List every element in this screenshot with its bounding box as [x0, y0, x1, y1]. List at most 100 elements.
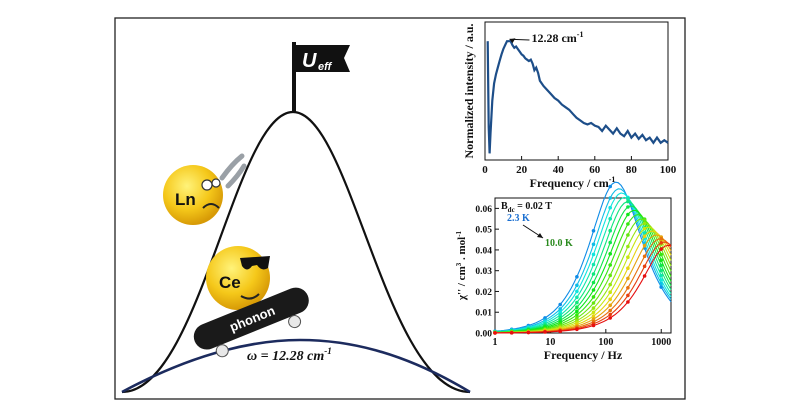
susceptibility-data-point: [659, 241, 663, 245]
susceptibility-y-axis-label-tail: . mol: [456, 237, 468, 263]
susceptibility-data-point: [659, 263, 663, 268]
susceptibility-data-point: [626, 276, 630, 281]
susceptibility-data-point: [493, 331, 497, 335]
spectrum-x-tick-label: 80: [626, 164, 638, 176]
susceptibility-data-point: [608, 240, 612, 245]
peak-annotation: 12.28 cm-1: [531, 30, 583, 45]
susceptibility-data-point: [626, 244, 630, 249]
flag-banner: [296, 45, 350, 72]
susceptibility-data-point: [608, 196, 612, 200]
spectrum-line: [486, 40, 669, 154]
susceptibility-data-point: [591, 323, 596, 328]
susceptibility-data-point: [642, 226, 647, 231]
susceptibility-data-point: [591, 252, 596, 257]
spectrum-x-tick-label: 0: [482, 164, 488, 176]
ln-eye: [211, 178, 221, 188]
susceptibility-y-tick-label: 0.03: [475, 267, 492, 277]
susceptibility-x-tick-label: 1: [493, 337, 498, 348]
susceptibility-data-point: [608, 263, 612, 267]
ce-emoji: Ce: [206, 246, 270, 310]
susceptibility-data-point: [575, 289, 579, 294]
susceptibility-x-tick-label: 10: [545, 337, 555, 348]
skateboard-wheel: [215, 344, 229, 358]
susceptibility-data-point: [591, 314, 596, 318]
susceptibility-data-point: [558, 310, 562, 314]
susceptibility-data-point: [608, 205, 612, 210]
spectrum-x-axis-label-sup: -1: [609, 175, 616, 184]
susceptibility-data-point: [591, 280, 596, 285]
susceptibility-x-axis-label: Frequency / Hz: [544, 348, 623, 362]
susceptibility-fit-curve: [494, 181, 672, 332]
flag: U eff: [292, 42, 350, 112]
susceptibility-data-point: [558, 313, 562, 317]
susceptibility-data-point: [659, 258, 663, 263]
susceptibility-data-point: [659, 237, 663, 241]
susceptibility-data-point: [608, 217, 612, 221]
field-label: Bdc = 0.02 T: [501, 201, 552, 214]
susceptibility-data-point: [591, 262, 596, 267]
susceptibility-data-point: [575, 275, 579, 279]
ln-label: Ln: [175, 190, 196, 209]
susceptibility-data-point: [626, 293, 630, 298]
susceptibility-data-point: [626, 222, 630, 226]
susceptibility-data-point: [626, 233, 630, 237]
susceptibility-data-point: [659, 278, 663, 282]
field-label-value: = 0.02 T: [515, 201, 553, 212]
susceptibility-data-point: [526, 330, 531, 335]
susceptibility-y-axis-label: χ'' / cm3 . mol-1: [455, 230, 468, 301]
spectrum-plot-frame: [484, 21, 669, 161]
ce-label: Ce: [219, 273, 241, 292]
susceptibility-data-point: [608, 316, 612, 320]
spectrum-x-axis-label: Frequency / cm-1: [530, 175, 616, 190]
susceptibility-data-point: [642, 264, 647, 269]
susceptibility-fit-curve: [494, 188, 672, 333]
susceptibility-data-point: [626, 196, 630, 201]
susceptibility-data-point: [591, 242, 596, 247]
ce-smile: [240, 293, 260, 300]
susceptibility-data-point: [608, 282, 612, 287]
susceptibility-y-tick-label: 0.00: [475, 330, 492, 340]
susceptibility-data-point: [558, 329, 562, 334]
temp-low-label: 2.3 K: [507, 213, 530, 224]
susceptibility-data-point: [591, 295, 596, 299]
susceptibility-data-point: [591, 317, 596, 321]
skateboard-deck: [193, 287, 309, 350]
susceptibility-x-tick-label: 1000: [651, 337, 671, 348]
susceptibility-data-point: [642, 274, 647, 278]
susceptibility-y-tick-label: 0.05: [475, 226, 492, 236]
flag-label-main: U: [302, 50, 317, 72]
spectrum-x-tick-label: 100: [660, 164, 677, 176]
susceptibility-data-point: [642, 218, 647, 222]
susceptibility-data-point: [575, 309, 579, 314]
susceptibility-data-point: [575, 300, 579, 305]
susceptibility-data-point: [608, 290, 612, 295]
field-label-sub: dc: [508, 206, 515, 214]
spectrum-x-tick-label: 60: [589, 164, 601, 176]
ln-emoji: Ln: [163, 153, 247, 225]
omega-label-sup: -1: [324, 346, 332, 356]
susceptibility-data-point: [626, 286, 630, 290]
susceptibility-data-point: [591, 272, 596, 276]
susceptibility-fit-curve: [494, 192, 672, 333]
peak-annotation-sup: -1: [577, 30, 584, 39]
susceptibility-data-point: [659, 252, 663, 257]
susceptibility-fit-curve: [495, 244, 672, 334]
omega-label-text: ω = 12.28 cm: [247, 349, 324, 364]
susceptibility-y-tick-label: 0.06: [475, 205, 492, 215]
susceptibility-data-point: [626, 212, 630, 217]
susceptibility-data-point: [626, 300, 630, 304]
susceptibility-data-point: [642, 243, 647, 248]
susceptibility-data-point: [608, 308, 612, 313]
susceptibility-data-point: [642, 234, 647, 239]
spectrum-y-axis-label: Normalized intensity / a.u.: [462, 24, 476, 159]
susceptibility-data-point: [543, 330, 547, 334]
susceptibility-data-point: [608, 297, 612, 302]
susceptibility-y-axis-label-tail-sup: -1: [455, 230, 463, 236]
susceptibility-data-point: [558, 302, 562, 307]
temperature-arrowhead: [537, 233, 543, 238]
susceptibility-y-tick-label: 0.02: [475, 288, 492, 298]
susceptibility-data-point: [591, 310, 596, 315]
susceptibility-data-point: [642, 221, 647, 226]
temp-high-label: 10.0 K: [545, 238, 573, 249]
